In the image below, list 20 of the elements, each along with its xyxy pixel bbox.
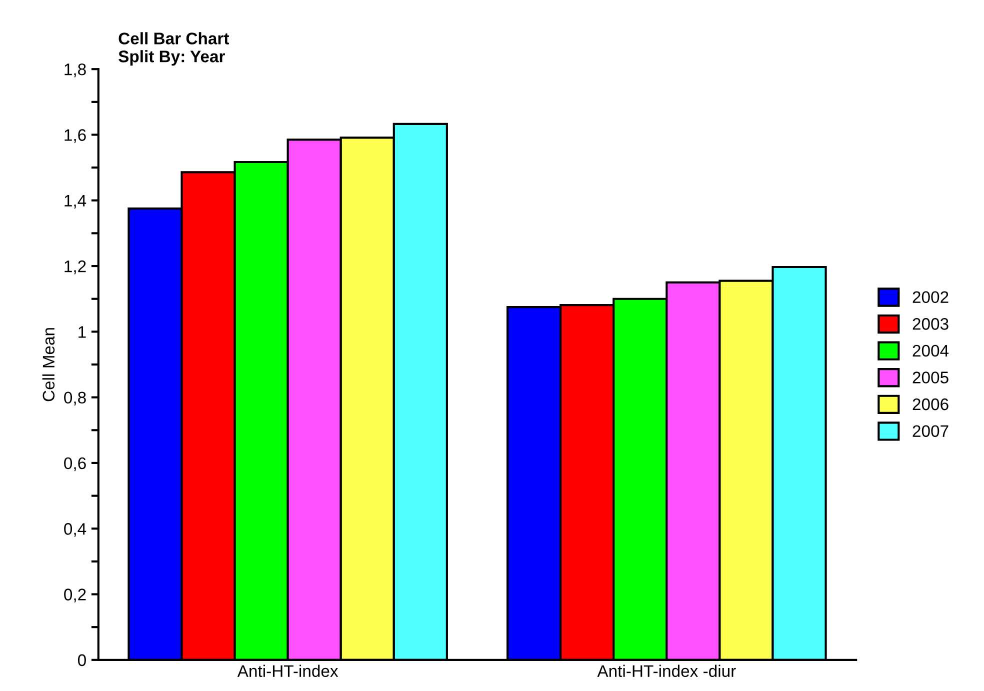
x-tick-label: Anti-HT-index [237,664,338,678]
legend-label: 2007 [912,425,948,437]
y-tick-label: 0,6 [64,457,86,472]
y-tick-label: 1,2 [64,260,86,274]
y-tick-label: 1,6 [64,129,86,143]
chart-title: Cell Bar Chart Split By: Year [118,32,230,66]
y-tick-label: 1 [78,326,86,338]
y-tick-label: 0,8 [64,392,86,406]
legend-label: 2002 [912,291,948,304]
legend-label: 2004 [912,344,949,357]
x-tick-label: Anti-HT-index -diur [597,664,736,678]
legend-label: 2005 [912,372,948,384]
y-tick-label: 1,4 [64,194,86,209]
y-tick-label: 0 [78,654,86,666]
y-tick-label: 0,2 [64,588,86,602]
legend-label: 2006 [912,398,948,410]
legend-label: 2003 [912,318,948,330]
y-axis-title: Cell Mean [42,328,55,402]
y-tick-label: 0,4 [64,523,86,537]
y-tick-label: 1,8 [64,64,86,78]
